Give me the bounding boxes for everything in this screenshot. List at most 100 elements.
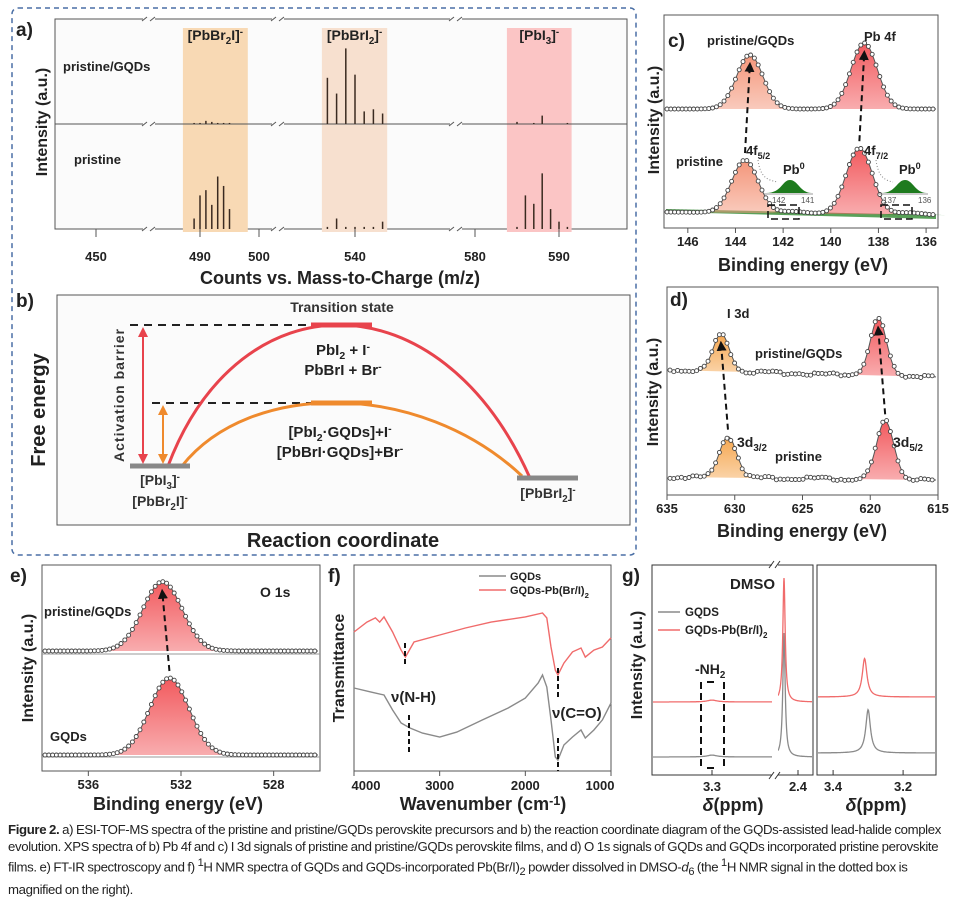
axis-break-gap	[272, 227, 284, 231]
data-point	[129, 626, 135, 632]
data-point	[179, 605, 185, 611]
text-segment: powder dissolved in DMSO-	[525, 859, 682, 875]
series-line	[353, 612, 612, 677]
data-point	[748, 162, 754, 168]
text-segment: -	[240, 27, 243, 38]
activation-barrier-label: Activation barrier	[111, 328, 127, 462]
tick-label: 635	[656, 501, 678, 516]
data-point	[713, 460, 719, 466]
data-point	[118, 641, 124, 646]
tick-label: 146	[677, 234, 699, 249]
xps-spectra	[664, 40, 947, 218]
data-point	[873, 182, 879, 188]
axis-break-mark	[270, 121, 285, 127]
series-line-inset	[818, 708, 935, 754]
data-point	[854, 146, 860, 152]
data-point	[221, 750, 227, 756]
data-point	[183, 613, 189, 619]
data-point	[729, 178, 735, 184]
text-segment: [PbBrI	[520, 485, 562, 501]
text-segment: ]	[374, 27, 379, 43]
text-segment: Wavenumber (cm	[400, 794, 549, 814]
group-label-nh2: -NH2	[695, 661, 726, 681]
inset-label-pb0: Pb0	[783, 161, 805, 177]
transition-state-label: Transition state	[290, 299, 394, 315]
data-point	[148, 589, 154, 595]
text-segment: 0	[800, 161, 805, 171]
data-point	[160, 679, 166, 685]
data-point	[881, 199, 887, 205]
y-axis-label: Intensity (a.u.)	[646, 66, 663, 174]
data-point	[705, 471, 711, 477]
data-point	[865, 468, 871, 474]
text-segment: + I	[345, 342, 366, 359]
data-point	[839, 184, 845, 190]
axis-break-mark	[448, 16, 463, 22]
legend-label-gqds-pb: GQDs-Pb(Br/I)2	[510, 585, 589, 600]
data-point	[697, 474, 703, 480]
text-segment: [PbBr	[188, 27, 227, 43]
data-point	[735, 455, 741, 461]
data-point	[895, 370, 901, 376]
tick-label: 532	[170, 777, 192, 792]
panel-f: 4000 3000 2000 1000 f) Transmittance Wavenu…	[328, 564, 614, 814]
panel-title: Pb 4f	[864, 29, 896, 44]
data-point	[846, 162, 852, 167]
series-line-inset	[818, 657, 935, 698]
data-point	[808, 474, 814, 480]
annotation-nh: ν(N-H)	[391, 689, 436, 706]
data-point	[785, 371, 791, 377]
peak-label-4f72: 4f7/2	[864, 143, 888, 161]
data-point	[910, 477, 916, 483]
text-segment: ]	[172, 472, 177, 488]
data-point	[167, 675, 173, 681]
data-point	[152, 583, 158, 589]
peak-label-3d52: 3d5/2	[893, 434, 924, 454]
data-point	[887, 429, 893, 434]
data-point	[706, 106, 712, 112]
text-segment: d	[681, 859, 689, 875]
axis-break-mark	[270, 16, 285, 22]
data-point	[164, 580, 170, 586]
text-segment: -	[379, 27, 382, 38]
panel-letter-c: c)	[668, 31, 685, 52]
region-label: [PbBr2I]-	[188, 27, 243, 47]
data-point	[709, 467, 715, 473]
tick-label: 3.4	[824, 779, 843, 794]
axis-break-gap	[450, 227, 462, 231]
data-point	[918, 375, 924, 380]
data-point	[732, 169, 738, 175]
zoom-region-box	[880, 204, 913, 220]
data-point	[171, 677, 177, 683]
series-label-pristine: pristine	[676, 154, 723, 169]
x-axis-ticks: 635 630 625 620 615	[656, 495, 949, 516]
data-point	[819, 370, 825, 376]
data-point	[732, 446, 738, 451]
inset-pb0-peak-1	[766, 180, 812, 193]
data-point	[872, 445, 878, 451]
data-point	[107, 751, 113, 757]
panel-title: I 3d	[727, 306, 749, 321]
data-point	[891, 443, 897, 449]
data-point	[767, 89, 773, 95]
text-segment: -	[177, 472, 180, 483]
data-point	[114, 643, 120, 649]
inset-connector	[757, 159, 779, 183]
region-label: [PbBrI2]-	[327, 27, 382, 47]
tick-label: 138	[868, 234, 890, 249]
data-point	[854, 49, 860, 55]
data-point	[781, 477, 787, 483]
data-point	[853, 371, 859, 377]
highlight-region	[506, 28, 572, 232]
data-point	[839, 90, 845, 96]
data-point	[777, 369, 783, 375]
tick-label: 136	[915, 234, 937, 249]
data-point	[929, 477, 935, 483]
data-point	[748, 52, 754, 58]
data-point	[156, 685, 162, 691]
data-point	[724, 435, 730, 441]
data-point	[186, 621, 192, 627]
data-point	[850, 152, 856, 158]
data-point	[884, 418, 890, 424]
data-point	[763, 195, 769, 201]
